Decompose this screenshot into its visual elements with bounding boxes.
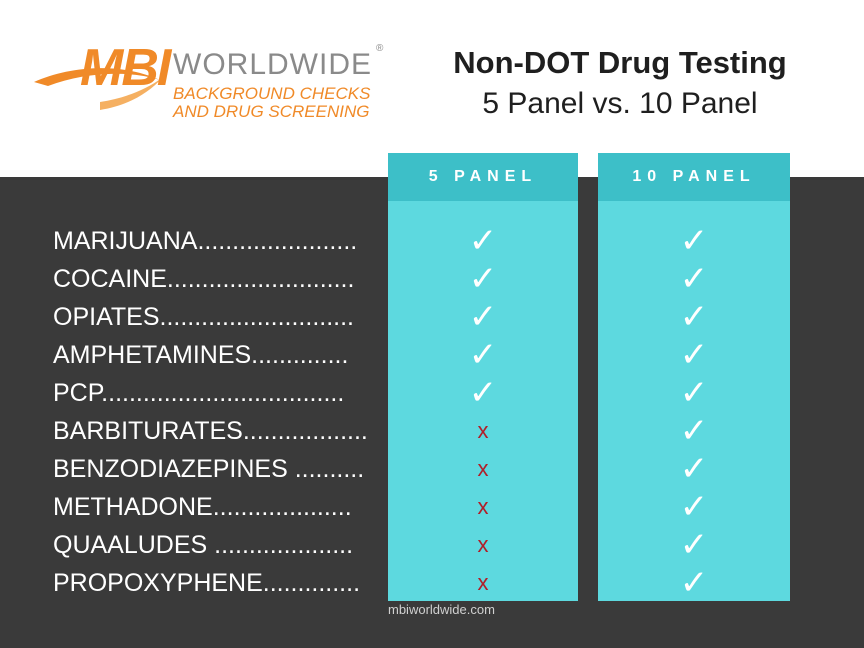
five-panel-check-icon: ✓ xyxy=(468,335,498,375)
drug-row-label: METHADONE.................... xyxy=(53,493,352,521)
ten-panel-check-icon: ✓ xyxy=(679,411,709,451)
page-title: Non-DOT Drug Testing xyxy=(453,45,787,80)
ten-panel-check-icon: ✓ xyxy=(679,487,709,527)
header-band xyxy=(0,0,864,177)
drug-row-label: BENZODIAZEPINES .......... xyxy=(53,455,365,483)
five-panel-header: 5 PANEL xyxy=(388,153,578,201)
ten-panel-check-icon: ✓ xyxy=(679,525,709,565)
drug-row-label: OPIATES............................ xyxy=(53,303,354,331)
five-panel-check-icon: ✓ xyxy=(468,297,498,337)
drug-row-label: MARIJUANA....................... xyxy=(53,227,358,255)
five-panel-cross-icon: x xyxy=(477,418,489,443)
registered-mark: ® xyxy=(376,43,384,54)
five-panel-cross-icon: x xyxy=(477,456,489,481)
five-panel-cross-icon: x xyxy=(477,532,489,557)
five-panel-cross-icon: x xyxy=(477,494,489,519)
ten-panel-check-icon: ✓ xyxy=(679,297,709,337)
drug-row-label: COCAINE........................... xyxy=(53,265,355,293)
drug-row-label: BARBITURATES.................. xyxy=(53,417,368,445)
drug-row-label: QUAALUDES .................... xyxy=(53,531,354,559)
five-panel-check-icon: ✓ xyxy=(468,221,498,261)
logo-wordmark: WORLDWIDE xyxy=(173,48,372,81)
drug-row-label: PROPOXYPHENE.............. xyxy=(53,569,361,597)
page-heading: Non-DOT Drug Testing 5 Panel vs. 10 Pane… xyxy=(430,44,810,126)
five-panel-cross-icon: x xyxy=(477,570,489,595)
drug-row-label: AMPHETAMINES.............. xyxy=(53,341,349,369)
five-panel-column: 5 PANEL xyxy=(388,153,578,601)
swoosh-icon xyxy=(34,68,162,110)
ten-panel-check-icon: ✓ xyxy=(679,259,709,299)
logo-brand: MBI xyxy=(80,39,171,97)
ten-panel-check-icon: ✓ xyxy=(679,335,709,375)
ten-panel-header: 10 PANEL xyxy=(598,153,790,201)
drug-row-label: PCP................................... xyxy=(53,379,345,407)
ten-panel-check-icon: ✓ xyxy=(679,221,709,261)
ten-panel-check-icon: ✓ xyxy=(679,449,709,489)
ten-panel-column: 10 PANEL xyxy=(598,153,790,601)
ten-panel-check-icon: ✓ xyxy=(679,563,709,603)
drug-list: MARIJUANA....................... COCAINE.… xyxy=(53,222,388,602)
logo-tagline-1: BACKGROUND CHECKS xyxy=(173,84,371,103)
logo-tagline-2: AND DRUG SCREENING xyxy=(173,102,370,121)
ten-panel-check-icon: ✓ xyxy=(679,373,709,413)
five-panel-check-icon: ✓ xyxy=(468,259,498,299)
five-panel-check-icon: ✓ xyxy=(468,373,498,413)
page-subtitle: 5 Panel vs. 10 Panel xyxy=(482,87,758,120)
footer-url: mbiworldwide.com xyxy=(388,602,495,617)
mbi-logo: MBI WORLDWIDE ® BACKGROUND CHECKS AND DR… xyxy=(30,40,390,130)
